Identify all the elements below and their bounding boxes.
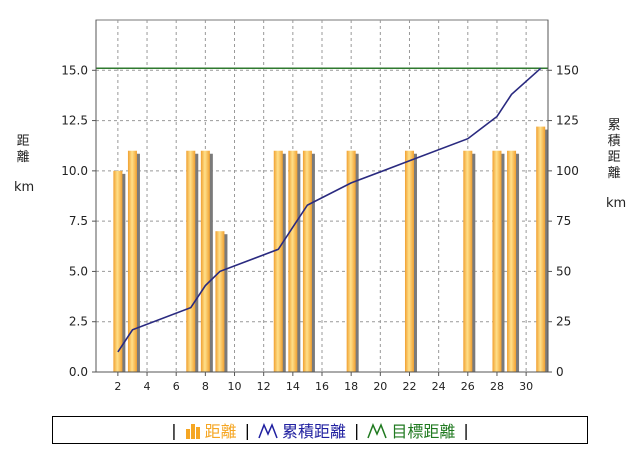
x-tick-label: 22 xyxy=(402,380,416,393)
right-axis-label-char: 累 xyxy=(607,118,621,133)
left-axis-label-char: 離 xyxy=(16,150,30,165)
line-chart-icon xyxy=(258,423,278,439)
bar xyxy=(346,150,356,372)
legend-label: 距離 xyxy=(204,422,237,441)
x-tick-label: 26 xyxy=(461,380,475,393)
bar xyxy=(200,150,210,372)
x-tick-label: 16 xyxy=(315,380,329,393)
right-tick-label: 150 xyxy=(556,63,579,77)
left-tick-label: 5.0 xyxy=(69,264,88,278)
x-tick-label: 20 xyxy=(373,380,387,393)
x-tick-label: 24 xyxy=(432,380,446,393)
right-tick-label: 25 xyxy=(556,315,571,329)
right-tick-label: 125 xyxy=(556,114,579,128)
legend-item-distance: 距離 xyxy=(185,418,237,442)
left-tick-label: 7.5 xyxy=(69,214,88,228)
left-tick-label: 2.5 xyxy=(69,315,88,329)
legend-separator: | xyxy=(354,420,360,440)
legend-item-target: 目標距離 xyxy=(367,418,455,442)
bar-chart-icon xyxy=(185,424,200,439)
x-tick-label: 14 xyxy=(286,380,300,393)
right-axis-label-char: 距 xyxy=(607,150,621,165)
legend-separator: | xyxy=(244,420,250,440)
legend-separator: | xyxy=(171,420,177,440)
right-tick-label: 75 xyxy=(556,214,571,228)
bar xyxy=(113,170,123,372)
bar xyxy=(273,150,283,372)
x-tick-label: 4 xyxy=(144,380,151,393)
bar xyxy=(463,150,473,372)
bar xyxy=(492,150,502,372)
x-tick-label: 2 xyxy=(114,380,121,393)
x-tick-label: 8 xyxy=(202,380,209,393)
bar xyxy=(127,150,137,372)
legend-item-cumulative: 累積距離 xyxy=(258,418,346,442)
cumulative-line xyxy=(117,67,542,353)
bar xyxy=(404,150,414,372)
legend: | 距離 | 累積距離 | 目標距離 | xyxy=(52,416,588,444)
left-axis-label-char: 距 xyxy=(16,134,30,149)
legend-separator: | xyxy=(463,420,469,440)
right-axis-label-char: 積 xyxy=(607,134,621,149)
left-tick-label: 15.0 xyxy=(61,63,88,77)
bar xyxy=(186,150,196,372)
left-tick-label: 10.0 xyxy=(61,164,88,178)
right-tick-label: 100 xyxy=(556,164,579,178)
x-tick-label: 28 xyxy=(490,380,504,393)
x-tick-label: 10 xyxy=(228,380,242,393)
right-axis-unit: km xyxy=(606,196,627,211)
x-tick-label: 18 xyxy=(344,380,358,393)
right-axis-label-char: 離 xyxy=(607,166,621,181)
right-tick-label: 0 xyxy=(556,365,564,379)
right-axis-label: 累 積 距 離 km xyxy=(602,118,626,212)
legend-label: 累積距離 xyxy=(281,422,346,441)
x-tick-label: 30 xyxy=(519,380,533,393)
left-tick-label: 0.0 xyxy=(69,365,88,379)
bar xyxy=(215,231,225,372)
x-tick-label: 12 xyxy=(257,380,271,393)
bar xyxy=(302,150,312,372)
bar xyxy=(288,150,298,372)
x-tick-label: 6 xyxy=(173,380,180,393)
left-axis-unit: km xyxy=(14,180,35,195)
chart: 0.0 2.5 5.0 7.5 10.0 12.5 15.0 0 25 50 75 100 125 150… xyxy=(61,19,579,393)
bar xyxy=(536,126,546,372)
line-chart-icon xyxy=(367,423,388,439)
legend-label: 目標距離 xyxy=(391,422,456,441)
left-tick-label: 12.5 xyxy=(61,114,88,128)
bar xyxy=(507,150,517,372)
right-tick-label: 50 xyxy=(556,264,571,278)
left-axis-label: 距 離 km xyxy=(12,134,34,196)
